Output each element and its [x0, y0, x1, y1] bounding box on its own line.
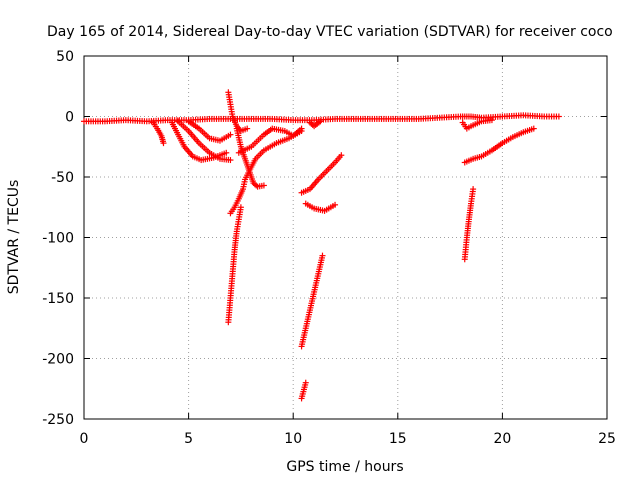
data-point — [338, 152, 345, 159]
data-point — [227, 131, 234, 138]
y-tick-label: -150 — [42, 291, 74, 307]
label-layer: 0 5 10 15 20 25 50 0 -50 -100 -150 -200 -250 — [42, 49, 616, 447]
y-tick-label: -250 — [42, 412, 74, 428]
x-tick-label: 10 — [284, 431, 302, 447]
series-arc-d — [185, 118, 234, 144]
data-point — [470, 186, 477, 193]
data-point — [160, 140, 167, 147]
y-axis-label: SDTVAR / TECUs — [6, 180, 22, 295]
data-point — [319, 252, 326, 259]
data-point — [253, 182, 260, 189]
series-arc-i — [298, 152, 345, 196]
plot-frame — [83, 55, 608, 420]
data-point — [317, 118, 324, 125]
x-tick-label: 5 — [184, 431, 193, 447]
series-arc-j — [302, 200, 339, 214]
data-point — [237, 204, 244, 211]
x-tick-label: 15 — [389, 431, 407, 447]
x-axis-label: GPS time / hours — [286, 459, 403, 475]
data-point — [530, 125, 537, 132]
series-arc-c — [175, 118, 234, 164]
x-tick-label: 20 — [493, 431, 511, 447]
series-arc-f — [225, 89, 251, 135]
data-point — [260, 182, 267, 189]
series-steep-2 — [298, 252, 326, 350]
data-point — [332, 201, 339, 208]
series-arc-h — [235, 125, 305, 156]
points-layer — [81, 89, 562, 402]
y-tick-label: 0 — [65, 110, 74, 126]
y-tick-label: 50 — [56, 49, 74, 65]
series-arc-a — [150, 119, 167, 147]
y-tick-label: -50 — [51, 170, 74, 186]
series-steep-4 — [461, 186, 477, 263]
series-steep-1 — [225, 204, 244, 326]
data-point — [244, 125, 251, 132]
series-arc-m — [459, 117, 495, 132]
y-tick-label: -200 — [42, 352, 74, 368]
series-arc-l — [461, 125, 537, 166]
data-point — [223, 149, 230, 156]
data-point — [302, 379, 309, 386]
data-point — [555, 113, 562, 120]
chart-title: Day 165 of 2014, Sidereal Day-to-day VTE… — [47, 24, 613, 40]
x-tick-label: 25 — [598, 431, 616, 447]
y-tick-label: -100 — [42, 231, 74, 247]
data-point — [488, 117, 495, 124]
series-steep-3 — [298, 379, 309, 402]
x-tick-label: 0 — [80, 431, 89, 447]
series-arc-k — [306, 118, 324, 130]
grid-layer — [84, 56, 607, 419]
data-point — [227, 157, 234, 164]
data-point — [298, 125, 305, 132]
